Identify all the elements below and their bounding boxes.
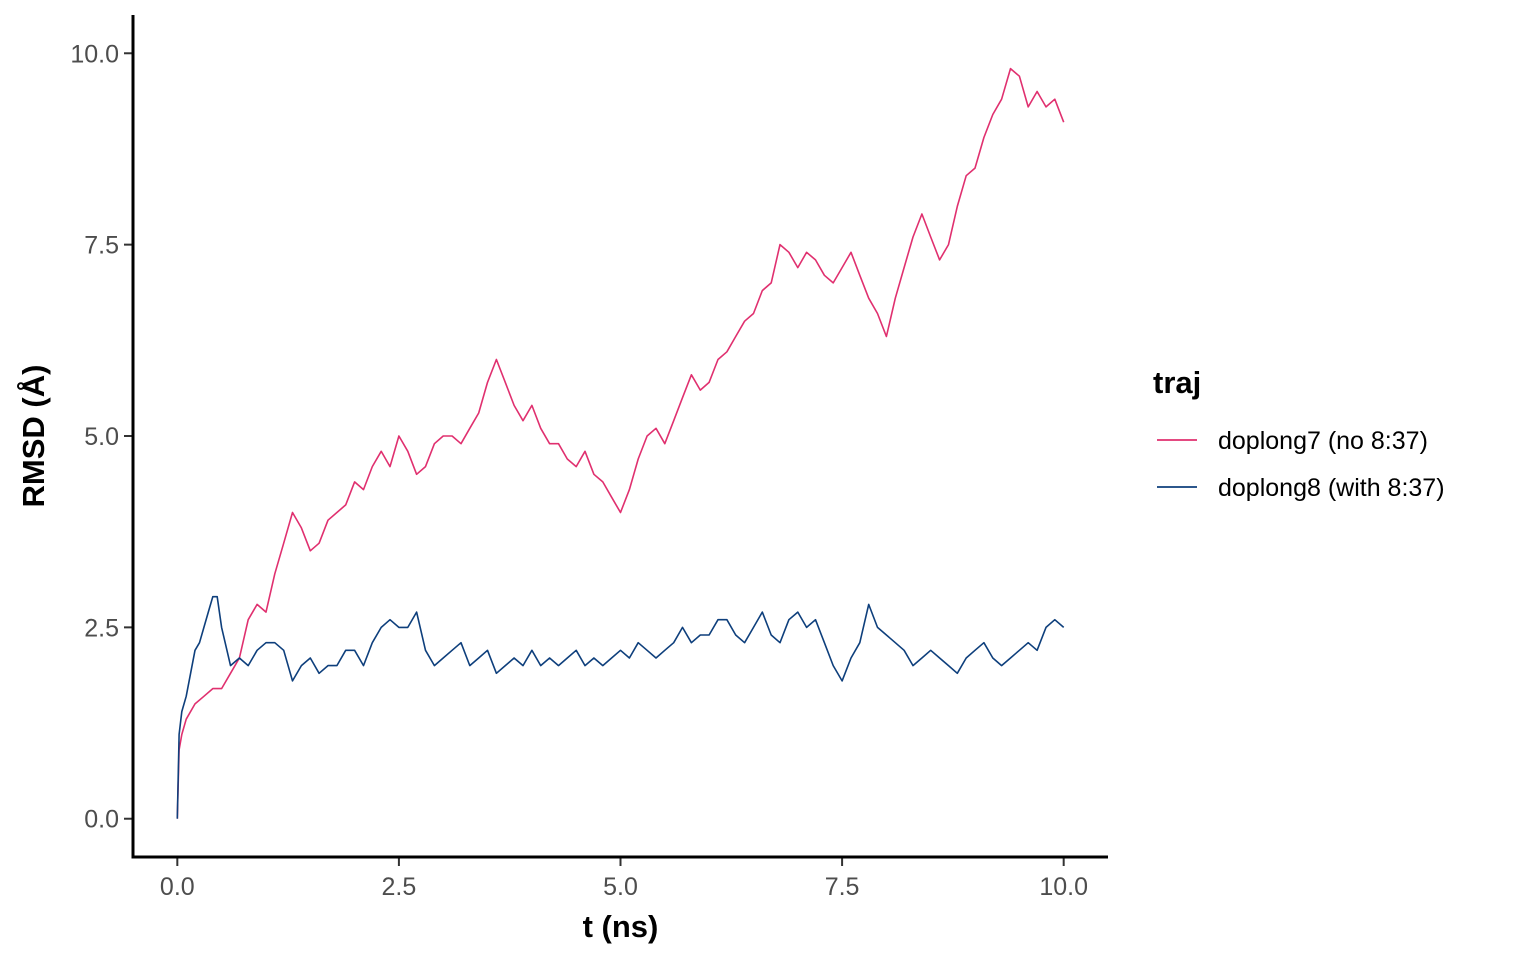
x-tick-label: 5.0: [603, 873, 638, 901]
x-tick-label: 10.0: [1039, 873, 1088, 901]
x-tick-label: 7.5: [825, 873, 860, 901]
y-tick-label: 0.0: [84, 806, 119, 834]
x-axis-ticks: 0.0 2.5 5.0 7.5 10.0: [160, 858, 1088, 901]
x-tick-label: 2.5: [382, 873, 417, 901]
y-tick-label: 2.5: [84, 614, 119, 642]
y-tick-label: 5.0: [84, 423, 119, 451]
y-axis-title: RMSD (Å): [16, 365, 51, 508]
legend-label-doplong7: doplong7 (no 8:37): [1218, 427, 1428, 455]
series-line-doplong8: [176, 595, 1065, 819]
legend-label-doplong8: doplong8 (with 8:37): [1218, 474, 1445, 502]
legend: traj doplong7 (no 8:37) doplong8 (with 8…: [1153, 365, 1445, 502]
x-axis-title: t (ns): [583, 909, 659, 944]
y-tick-label: 10.0: [70, 40, 119, 68]
y-tick-label: 7.5: [84, 232, 119, 260]
x-tick-label: 0.0: [160, 873, 195, 901]
series-line-doplong7: [176, 67, 1065, 819]
legend-title: traj: [1153, 365, 1201, 400]
y-axis-ticks: 0.0 2.5 5.0 7.5 10.0: [70, 40, 132, 834]
series-layer: [176, 67, 1065, 819]
